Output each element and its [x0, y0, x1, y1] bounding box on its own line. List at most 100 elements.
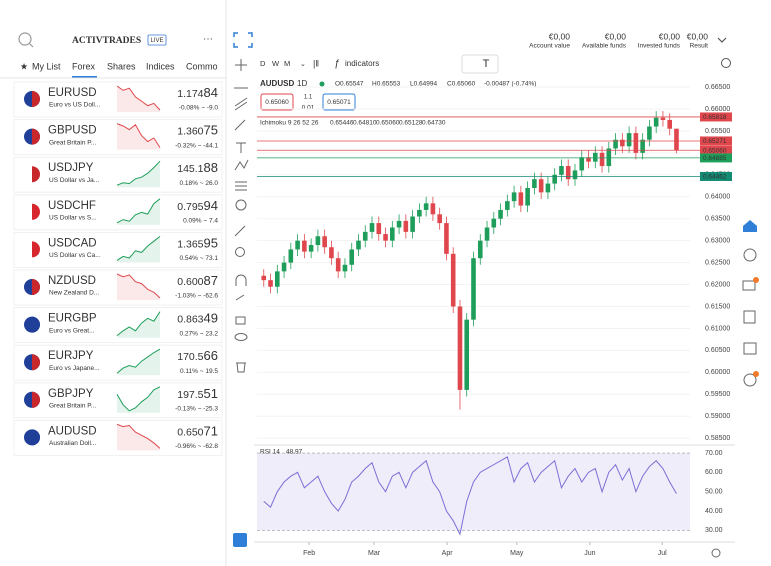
x-tick-label: Mar — [368, 550, 381, 557]
profile-icon[interactable] — [743, 373, 757, 387]
symbol: EURJPY — [48, 350, 94, 362]
flag-half — [32, 203, 40, 220]
candle-body — [620, 139, 625, 147]
flag-half — [32, 279, 40, 295]
change: -0.13% ~ -25.3 — [175, 406, 218, 413]
history-icon[interactable] — [743, 248, 757, 262]
row-bg — [13, 194, 223, 231]
buy-price[interactable]: 0.65071 — [327, 99, 351, 106]
ichimoku-value: 0.64730 — [422, 120, 446, 127]
candle-body — [525, 187, 530, 206]
watchlist-row[interactable]: EURJPY Euro vs Japane... 170.566 0.11% ~ 19… — [13, 344, 223, 381]
eye-tool[interactable] — [234, 333, 248, 341]
candle-body — [538, 179, 544, 193]
drawing-toolbar — [461, 54, 499, 74]
text-tool[interactable]: T — [483, 58, 490, 70]
candle-body — [586, 157, 591, 162]
magnet-tool[interactable] — [235, 274, 247, 286]
indicators-button[interactable]: indicators — [345, 59, 379, 68]
news-icon[interactable] — [743, 310, 756, 324]
sparkline — [116, 198, 161, 224]
sparkline — [116, 273, 161, 299]
watchlist-row[interactable]: EURGBP Euro vs Great... 0.86349 0.27% ~ 23.… — [13, 307, 223, 344]
candle-body — [417, 209, 422, 217]
symbol: USDCAD — [48, 237, 97, 249]
tf-dropdown[interactable]: ⌄ — [300, 61, 306, 68]
fullscreen-icon[interactable] — [233, 32, 253, 48]
tab[interactable]: Commo — [186, 61, 218, 71]
search-icon[interactable] — [18, 32, 32, 46]
candle-body — [579, 157, 585, 171]
sell-button[interactable] — [260, 93, 294, 111]
menu-dots[interactable]: ··· — [203, 34, 213, 45]
buy-button[interactable] — [322, 93, 356, 111]
crosshair-tool[interactable] — [235, 59, 247, 71]
candle-body — [667, 119, 673, 129]
price-tag — [700, 136, 732, 146]
symbol: AUDUSD — [48, 425, 97, 437]
pencil-lock[interactable] — [235, 294, 245, 301]
brush-tool[interactable] — [234, 119, 246, 131]
watchlist-row[interactable]: USDJPY US Dollar vs Ja... 145.188 0.18% ~ 2… — [13, 156, 223, 193]
rsi-label: RSI 14 — [260, 449, 280, 456]
sell-price[interactable]: 0.65060 — [265, 99, 289, 106]
timeframe[interactable]: M — [284, 59, 290, 68]
account-label: Available funds — [582, 43, 627, 50]
sparkline — [116, 85, 161, 111]
watchlist-row[interactable]: USDCAD US Dollar vs Ca... 1.36595 0.54% ~ 7… — [13, 231, 223, 268]
ruler-tool[interactable] — [234, 225, 246, 237]
symbol: EURUSD — [48, 87, 97, 99]
channel-tool[interactable] — [234, 97, 248, 111]
pattern-tool[interactable] — [234, 159, 249, 171]
account-label: Invested funds — [638, 43, 681, 50]
watchlist-row[interactable]: GBPJPY Great Britain P... 197.551 -0.13% ~ … — [13, 382, 223, 419]
dropdown-icon[interactable] — [717, 37, 727, 43]
text-tool-left[interactable] — [236, 142, 246, 153]
chart-type-icon[interactable]: |‖ — [313, 58, 319, 68]
zoom-tool[interactable] — [235, 247, 245, 257]
fib-tool[interactable] — [235, 181, 247, 191]
watchlist-row[interactable]: EURUSD Euro vs US Doll... 1.17484 -0.08% ~ … — [13, 81, 223, 118]
watchlist-row[interactable]: GBPUSD Great Britain P... 1.36075 -0.32% ~ … — [13, 119, 223, 156]
sparkline — [116, 423, 161, 449]
sparkline — [116, 348, 161, 374]
candle-body — [369, 223, 375, 232]
x-tick-label: Jul — [658, 550, 667, 557]
price: 145.188 — [177, 161, 218, 176]
flag-half — [32, 166, 40, 183]
tab[interactable]: My List — [32, 61, 61, 71]
tab[interactable]: Shares — [107, 61, 136, 71]
lot[interactable]: 0.01 — [302, 105, 315, 112]
settings-icon[interactable] — [721, 58, 731, 68]
tab[interactable]: Indices — [146, 61, 175, 71]
y-tick-label: 0.63500 — [705, 216, 730, 223]
account-summary: €0,00 Account value €0,00 Available funds €0… — [529, 31, 708, 49]
price-tag-label: 0.65818 — [703, 114, 727, 121]
account-value: €0,00 — [687, 31, 709, 41]
calendar-icon[interactable] — [743, 342, 757, 355]
axis-settings[interactable] — [711, 548, 721, 558]
mail-icon[interactable] — [742, 280, 756, 291]
rsi-tick-label: 50.00 — [705, 489, 723, 496]
trash-tool[interactable] — [236, 362, 246, 373]
candle-body — [592, 152, 598, 162]
tab[interactable]: Forex — [72, 61, 96, 71]
timeframe[interactable]: D — [260, 59, 266, 68]
emoji-tool[interactable] — [235, 199, 247, 211]
watchlist-row[interactable]: USDCHF US Dollar vs S... 0.79594 0.09% ~ 7.… — [13, 194, 223, 231]
change: 0.54% ~ 73.1 — [180, 255, 219, 262]
watchlist-row[interactable]: NZDUSD New Zealand D... 0.60087 -1.03% ~ -6… — [13, 269, 223, 306]
candle-body — [511, 192, 517, 202]
row-bg — [13, 419, 223, 456]
star-button[interactable] — [233, 533, 247, 547]
watchlist-row[interactable]: AUDUSD Australian Doll... 0.65071 -0.96% ~ … — [13, 419, 223, 456]
lock-tool[interactable] — [235, 316, 246, 325]
candle-body — [640, 139, 645, 153]
candle-body — [484, 227, 490, 241]
candle-body — [450, 253, 456, 307]
price: 0.60087 — [177, 273, 218, 288]
symbol: USDJPY — [48, 162, 94, 174]
timeframe[interactable]: W — [272, 59, 280, 68]
home-icon[interactable] — [743, 220, 757, 232]
y-tick-label: 0.60500 — [705, 347, 730, 354]
